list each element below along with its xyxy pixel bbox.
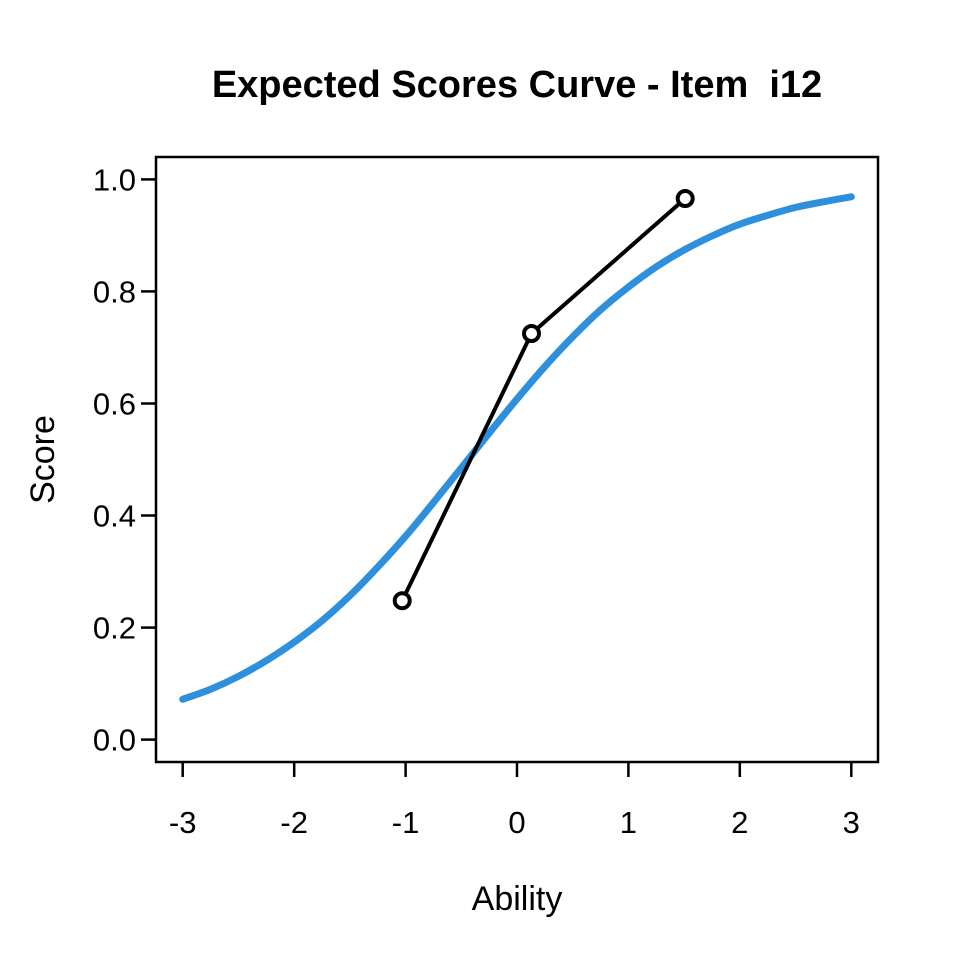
x-tick-label: -1 (392, 805, 420, 840)
x-axis-label: Ability (472, 880, 563, 918)
x-tick-label: 1 (620, 805, 637, 840)
observed-line (400, 196, 688, 603)
x-tick-label: 2 (731, 805, 748, 840)
y-tick-label: 1.0 (93, 162, 136, 197)
model-curve-path (179, 193, 855, 703)
observed-point (392, 591, 412, 611)
plot-area: -3 -2 -1 0 1 2 3 0.0 0.2 0.4 0.6 0.8 1.0 (93, 155, 880, 840)
x-tick-label: -2 (280, 805, 308, 840)
x-tick-label: 3 (843, 805, 860, 840)
x-tick-label: -3 (169, 805, 197, 840)
y-tick-label: 0.4 (93, 499, 136, 534)
x-axis: -3 -2 -1 0 1 2 3 (169, 762, 860, 840)
plot-box (154, 155, 880, 764)
y-tick-label: 0.2 (93, 611, 136, 646)
series-layer (179, 189, 855, 703)
y-axis: 0.0 0.2 0.4 0.6 0.8 1.0 (93, 162, 156, 758)
y-tick-label: 0.6 (93, 387, 136, 422)
observed-point (675, 189, 695, 208)
y-tick-label: 0.8 (93, 274, 136, 309)
y-axis-label: Score (24, 415, 62, 504)
y-tick-label: 0.0 (93, 723, 136, 758)
observed-point (522, 324, 541, 343)
chart-title: Expected Scores Curve - Item i12 (212, 64, 822, 106)
x-tick-label: 0 (508, 805, 525, 840)
